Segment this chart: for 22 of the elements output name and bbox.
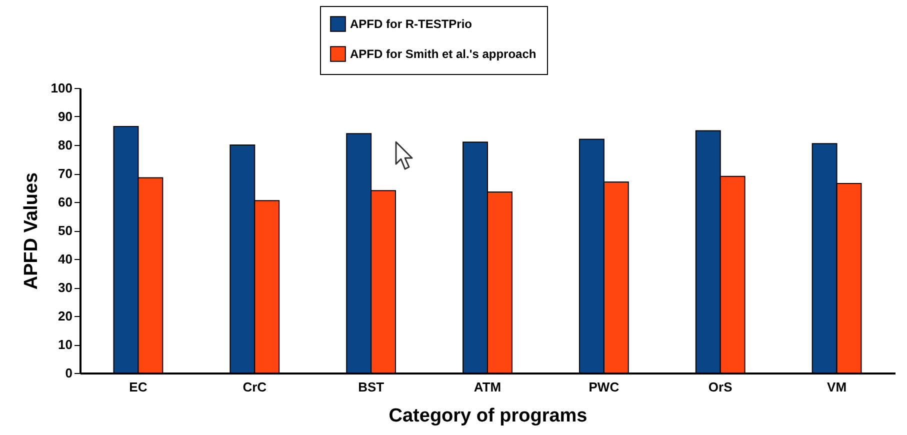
y-tick-label: 10: [58, 337, 72, 352]
x-tick-label: PWC: [588, 380, 620, 394]
y-tick-label: 20: [58, 308, 72, 324]
y-tick-label: 90: [58, 109, 72, 124]
x-tick-label: CrC: [242, 380, 268, 394]
y-tick-label: 100: [50, 80, 72, 96]
y-tick-label: 0: [65, 366, 72, 380]
x-tick-label: OrS: [708, 380, 733, 394]
legend-label: APFD for R-TESTPrio: [350, 17, 472, 31]
x-tick-label: EC: [129, 380, 148, 394]
y-tick-label: 40: [58, 252, 72, 266]
x-tick-label: VM: [827, 380, 847, 394]
x-tick-label: BST: [358, 380, 384, 394]
legend-label: APFD for Smith et al.'s approach: [350, 47, 536, 61]
y-tick-label: 30: [58, 280, 72, 295]
x-tick-label: ATM: [474, 380, 502, 394]
y-tick-label: 50: [58, 223, 72, 238]
y-axis-title: APFD Values: [20, 172, 42, 290]
y-tick-label: 80: [58, 138, 72, 152]
x-axis-title: Category of programs: [388, 406, 588, 426]
y-tick-label: 60: [58, 194, 72, 210]
y-tick-label: 70: [58, 166, 72, 181]
